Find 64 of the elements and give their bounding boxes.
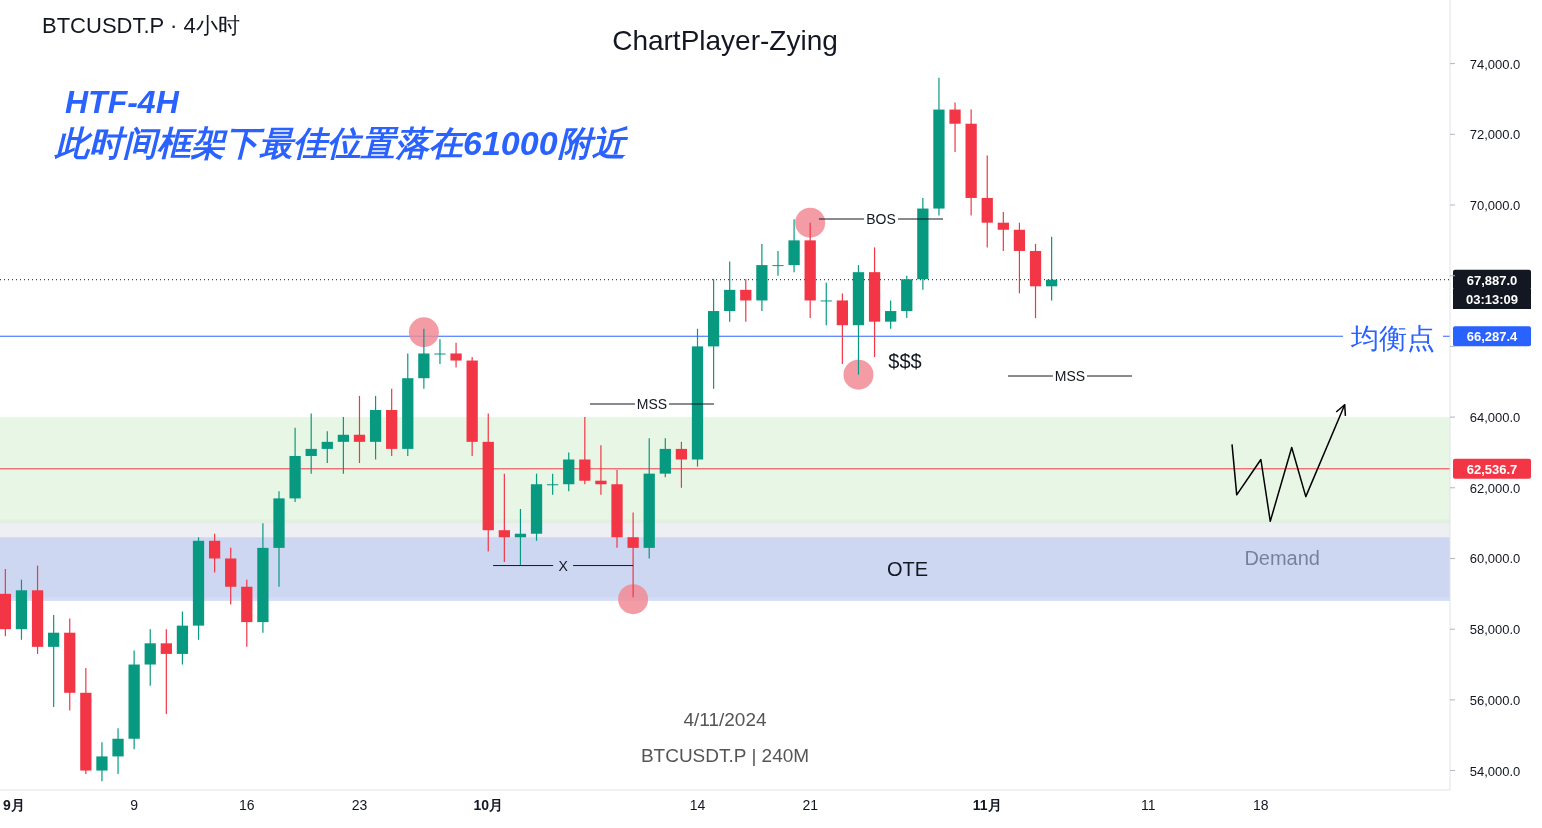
annotation: HTF-4H (65, 84, 180, 120)
x-tick-label: 16 (239, 797, 255, 813)
y-tick-label: 54,000.0 (1469, 763, 1521, 779)
candlestick (997, 211, 1009, 252)
y-tick-label: 74,000.0 (1469, 56, 1521, 72)
annotation: X (558, 557, 569, 574)
annotation: BTCUSDT.P | 240M (640, 745, 810, 766)
y-tick-label: 60,000.0 (1469, 551, 1521, 567)
candlestick (96, 741, 108, 782)
y-tick-label: 56,000.0 (1469, 692, 1521, 708)
annotation: 均衡点 (1350, 323, 1435, 354)
ref-line-label: 67,887.0 (1466, 272, 1518, 288)
candlestick (144, 628, 156, 687)
x-tick-label: 9月 (3, 797, 25, 813)
annotation: 4/11/2024 (683, 709, 767, 730)
candlestick (724, 260, 736, 323)
annotation: MSS (636, 396, 668, 412)
candlestick (208, 533, 221, 574)
y-tick-label: 58,000.0 (1469, 622, 1521, 638)
ref-line-label: 66,287.4 (1466, 329, 1519, 345)
candlestick (772, 250, 784, 277)
candlestick (112, 727, 124, 775)
candlestick (160, 628, 172, 715)
candlestick (885, 299, 897, 330)
point (408, 317, 439, 348)
y-tick-label: 62,000.0 (1469, 480, 1521, 496)
candlestick (1013, 222, 1026, 294)
candlestick (337, 416, 350, 475)
candlestick (305, 412, 317, 475)
candlestick (353, 395, 366, 464)
x-tick-label: 18 (1253, 797, 1269, 813)
x-tick-label: 11 (1140, 797, 1156, 813)
band-label: Demand (1244, 547, 1320, 570)
ref-line-label: 62,536.7 (1466, 461, 1518, 477)
candlestick (740, 278, 752, 323)
candlestick (450, 342, 462, 369)
text: 03:13:09 (1465, 292, 1519, 307)
candlestick (949, 101, 961, 153)
x-tick-label: 9 (130, 797, 139, 813)
point (843, 359, 874, 390)
annotation: 此时间框架下最佳位置落在61000附近 (54, 124, 629, 162)
annotation: BOS (866, 211, 896, 227)
y-tick-label: 64,000.0 (1469, 410, 1521, 426)
candlestick (547, 473, 559, 496)
annotation: MSS (1054, 368, 1086, 384)
candlestick (498, 473, 510, 563)
point (618, 584, 649, 615)
annotation: $$$ (888, 350, 922, 372)
text: BTCUSDT.P · 4小时 (42, 13, 240, 38)
x-tick-label: 11月 (972, 797, 1002, 813)
annotation: ChartPlayer-Zying (612, 25, 838, 56)
candlestick (48, 614, 60, 708)
band-label: OTE (886, 558, 928, 581)
y-tick-label: 72,000.0 (1469, 127, 1521, 143)
x-tick-label: 10月 (473, 797, 504, 813)
candlestick (434, 338, 446, 365)
candlestick (820, 282, 832, 326)
candlestick (321, 430, 333, 464)
y-tick-label: 70,000.0 (1469, 198, 1521, 214)
x-tick-label: 14 (689, 797, 706, 813)
x-tick-label: 21 (802, 797, 819, 813)
candlestick (627, 511, 639, 598)
x-tick-label: 23 (351, 797, 368, 813)
point (795, 207, 826, 238)
